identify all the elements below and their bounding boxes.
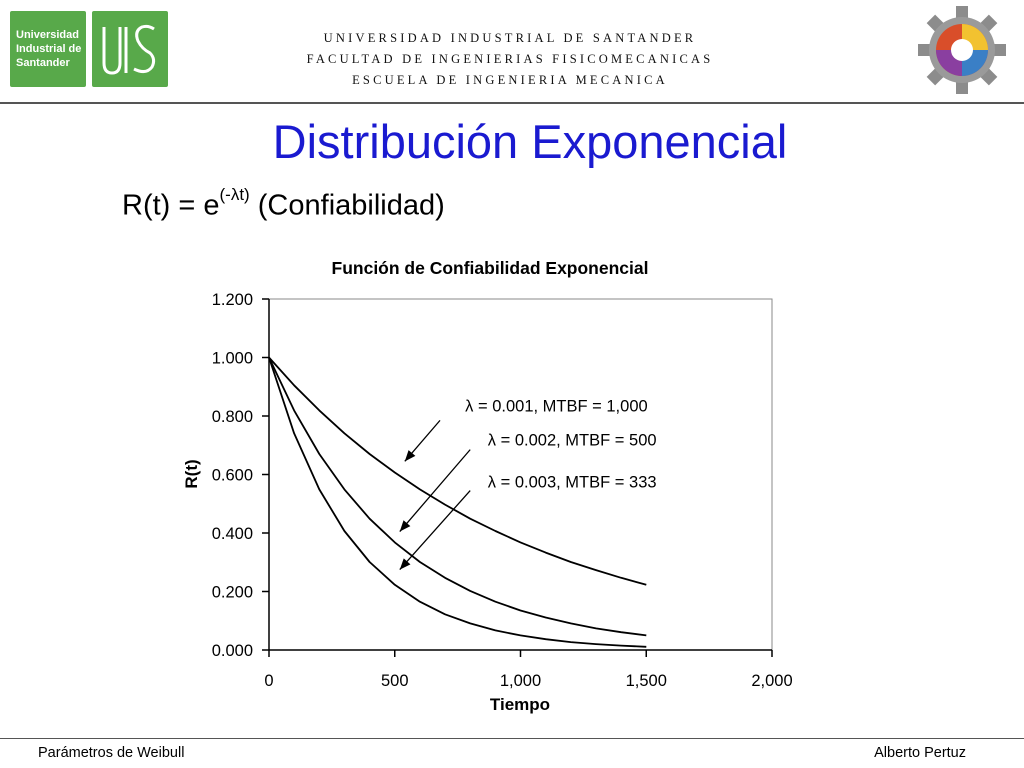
annotation-label-1: λ = 0.001, MTBF = 1,000 — [465, 398, 648, 416]
y-tick-label: 1.200 — [212, 291, 253, 309]
annotation-label-2: λ = 0.002, MTBF = 500 — [488, 431, 657, 449]
x-axis-ticks: 0 500 1,000 1,500 2,000 — [264, 650, 793, 690]
y-tick-label: 1.000 — [212, 350, 253, 368]
logo-line-3: Santander — [16, 57, 70, 69]
reliability-formula: R(t) = e(-λt) (Confiabilidad) — [122, 185, 445, 223]
annotation-arrowhead-2 — [399, 520, 411, 532]
x-tick-label: 0 — [264, 672, 273, 690]
university-logo: Universidad Industrial de Santander — [10, 11, 86, 87]
y-tick-label: 0.200 — [212, 584, 253, 602]
y-axis-label: R(t) — [182, 459, 201, 488]
reliability-chart: Función de Confiabilidad Exponencial 0.0… — [182, 258, 793, 714]
logo-line-2: Industrial de — [16, 43, 82, 55]
footer-author: Alberto Pertuz — [874, 745, 966, 761]
institution-header: UNIVERSIDAD INDUSTRIAL DE SANTANDER FACU… — [230, 28, 790, 91]
annotation-arrow-line-3 — [399, 490, 471, 570]
logo-line-1: Universidad — [16, 29, 79, 41]
uis-emblem-icon — [92, 11, 168, 87]
x-axis-label: Tiempo — [490, 695, 550, 714]
annotation-label-3: λ = 0.003, MTBF = 333 — [488, 474, 657, 492]
formula-exponent: (-λt) — [219, 185, 250, 204]
x-tick-label: 1,000 — [500, 672, 541, 690]
y-tick-label: 0.400 — [212, 525, 253, 543]
formula-base: R(t) = e — [122, 189, 220, 222]
header-line-3: ESCUELA DE INGENIERIA MECANICA — [352, 73, 668, 87]
footer-topic: Parámetros de Weibull — [38, 745, 185, 761]
series-line-2 — [268, 357, 647, 637]
formula-suffix: (Confiabilidad) — [249, 189, 445, 222]
mechanical-engineering-logo-icon — [918, 4, 1006, 96]
annotation-arrowhead-3 — [399, 558, 411, 570]
header-line-2: FACULTAD DE INGENIERIAS FISICOMECANICAS — [306, 52, 714, 66]
header-line-1: UNIVERSIDAD INDUSTRIAL DE SANTANDER — [323, 31, 697, 45]
y-tick-label: 0.000 — [212, 642, 253, 660]
footer-divider — [0, 738, 1024, 739]
chart-title: Función de Confiabilidad Exponencial — [332, 258, 649, 278]
y-tick-label: 0.600 — [212, 467, 253, 485]
x-tick-label: 2,000 — [751, 672, 792, 690]
page-title: Distribución Exponencial — [272, 115, 788, 168]
series-annotations: λ = 0.001, MTBF = 1,000 λ = 0.002, MTBF =… — [399, 398, 657, 570]
header-divider — [0, 102, 1024, 104]
x-tick-label: 1,500 — [626, 672, 667, 690]
annotation-arrowhead-1 — [404, 450, 416, 462]
y-tick-label: 0.800 — [212, 408, 253, 426]
y-axis-ticks: 0.000 0.200 0.400 0.600 0.800 1.000 1.200 — [212, 291, 269, 660]
annotation-arrow-line-2 — [399, 449, 471, 532]
series-lines — [268, 356, 647, 648]
series-line-1 — [268, 356, 647, 586]
series-line-3 — [268, 357, 647, 648]
x-tick-label: 500 — [381, 672, 409, 690]
